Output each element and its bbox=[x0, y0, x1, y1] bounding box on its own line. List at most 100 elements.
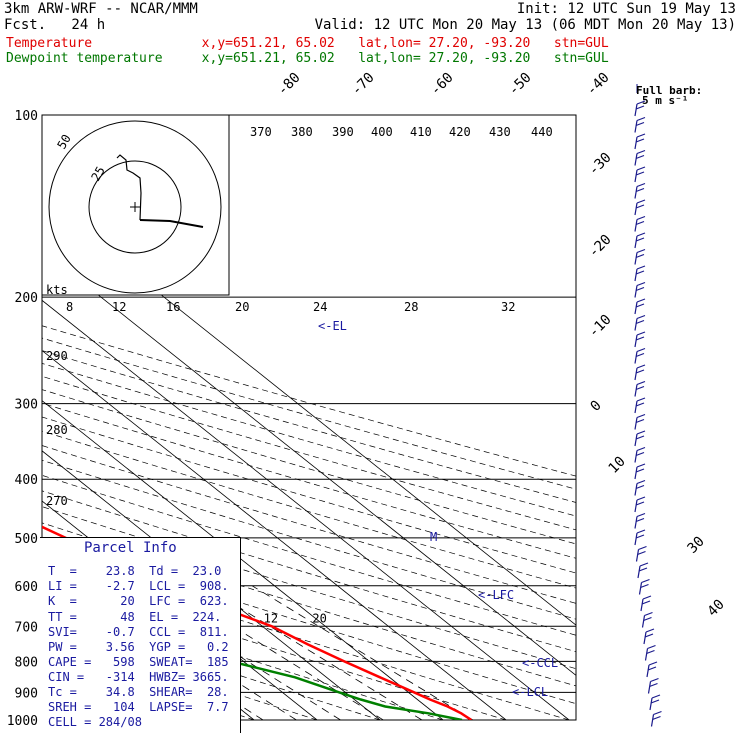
wind-barb bbox=[639, 562, 649, 567]
wind-barb bbox=[634, 351, 638, 364]
wind-barb bbox=[634, 532, 638, 546]
wind-barb bbox=[637, 550, 646, 556]
wind-barb bbox=[634, 417, 638, 430]
wind-barb bbox=[635, 171, 645, 176]
wind-barb bbox=[634, 103, 638, 117]
isotherm-line bbox=[42, 299, 570, 720]
wind-barb bbox=[635, 187, 645, 193]
wind-barb bbox=[636, 116, 646, 122]
wind-barb bbox=[636, 149, 646, 155]
init-time: Init: 12 UTC Sun 19 May 13 bbox=[516, 1, 736, 17]
wind-barb bbox=[653, 710, 662, 716]
wind-barb bbox=[636, 446, 646, 452]
mixing-ratio-label: 20 bbox=[312, 611, 326, 625]
pressure-tick-label: 800 bbox=[15, 655, 38, 670]
hodograph-ring-label: 25 bbox=[88, 164, 107, 184]
dry-adiabat bbox=[42, 610, 381, 720]
wind-barb bbox=[641, 615, 646, 628]
wind-barb bbox=[652, 715, 661, 721]
theta-label: 270 bbox=[46, 494, 68, 508]
wind-barb bbox=[635, 270, 645, 275]
pressure-tick-label: 500 bbox=[15, 532, 38, 547]
wind-barb bbox=[636, 496, 646, 501]
hodograph-speed-label: 24 bbox=[313, 300, 327, 314]
parcel-info-title: Parcel Info bbox=[84, 540, 177, 556]
wind-barb bbox=[636, 347, 646, 353]
wind-barb bbox=[636, 331, 646, 336]
wind-barb bbox=[635, 204, 645, 209]
wind-barb bbox=[635, 303, 645, 308]
wind-barb bbox=[650, 699, 660, 704]
theta-e-label: 410 bbox=[410, 125, 432, 139]
hodograph-ring-50 bbox=[48, 120, 222, 294]
isotherm-line bbox=[42, 349, 507, 720]
wind-barb bbox=[634, 466, 638, 480]
parcel-row: CELL = 284/08 bbox=[48, 715, 142, 729]
wind-barb bbox=[636, 298, 646, 303]
pressure-tick-label: 300 bbox=[15, 398, 38, 413]
parcel-row: SREH = 104 LAPSE= 7.7 bbox=[48, 700, 229, 714]
wind-barb bbox=[647, 681, 652, 694]
hodograph-speed-label: 20 bbox=[235, 300, 249, 314]
wind-barb bbox=[635, 369, 645, 374]
wind-barb bbox=[634, 202, 638, 216]
wind-barb bbox=[634, 186, 638, 199]
wind-barb bbox=[634, 301, 638, 315]
wind-barb bbox=[650, 677, 659, 683]
pressure-tick-label: 1000 bbox=[7, 714, 38, 729]
hodograph-speed-label: 28 bbox=[404, 300, 418, 314]
wind-barb bbox=[635, 501, 645, 506]
lcl-marker: <-LCL bbox=[512, 685, 548, 699]
isotherm-label: -30 bbox=[586, 150, 615, 179]
theta-e-label: 400 bbox=[371, 125, 393, 139]
valid-time: Valid: 12 UTC Mon 20 May 13 (06 MDT Mon … bbox=[314, 17, 736, 33]
full-barb-label: Full barb: bbox=[636, 84, 702, 97]
wind-barb bbox=[636, 479, 646, 485]
wind-barb bbox=[634, 483, 638, 496]
theta-e-label: 420 bbox=[449, 125, 471, 139]
isotherm-line bbox=[42, 249, 576, 676]
wind-barb bbox=[635, 336, 645, 341]
wind-barb bbox=[635, 105, 645, 110]
wind-barb bbox=[636, 215, 646, 221]
wind-barb bbox=[648, 661, 658, 666]
wind-barb bbox=[635, 385, 645, 391]
wind-barb bbox=[635, 534, 645, 539]
isotherm-label: 10 bbox=[606, 454, 629, 477]
forecast-hour: Fcst. 24 h bbox=[4, 17, 106, 33]
wind-barb bbox=[636, 463, 646, 468]
wind-barb bbox=[643, 631, 647, 645]
wind-barb bbox=[636, 232, 646, 237]
wind-barb bbox=[634, 235, 638, 249]
wind-barb bbox=[635, 237, 645, 242]
wind-barb bbox=[636, 133, 646, 138]
pressure-tick-label: 600 bbox=[15, 580, 38, 595]
parcel-row: K = 20 LFC = 623. bbox=[48, 594, 229, 608]
legend-temperature: Temperature x,y=651.21, 65.02 lat,lon= 2… bbox=[6, 36, 609, 51]
isotherm-label: 30 bbox=[685, 534, 708, 557]
parcel-row: CAPE = 598 SWEAT= 185 bbox=[48, 655, 229, 669]
wind-barb bbox=[636, 314, 646, 320]
wind-barb bbox=[635, 138, 645, 143]
wind-barb bbox=[644, 633, 654, 638]
wind-barb bbox=[634, 285, 638, 298]
wind-barb bbox=[636, 529, 646, 534]
full-barb-units: 5 m s⁻¹ bbox=[642, 94, 688, 107]
isotherm-line bbox=[0, 115, 2, 720]
wind-barb bbox=[649, 682, 658, 688]
hodograph-speed-label: 32 bbox=[501, 300, 515, 314]
theta-label: 290 bbox=[46, 349, 68, 363]
hodograph-trace bbox=[116, 154, 142, 221]
el-marker: <-EL bbox=[318, 319, 347, 333]
theta-label: 280 bbox=[46, 423, 68, 437]
wind-barb bbox=[644, 648, 649, 661]
wind-barb bbox=[647, 644, 656, 650]
wind-barb bbox=[634, 450, 638, 463]
isotherm-label: 40 bbox=[705, 597, 728, 620]
wind-barb bbox=[641, 600, 651, 605]
wind-barb bbox=[635, 220, 645, 226]
wind-barb bbox=[647, 666, 657, 671]
pressure-tick-label: 100 bbox=[15, 109, 38, 124]
wind-barb bbox=[650, 714, 655, 727]
